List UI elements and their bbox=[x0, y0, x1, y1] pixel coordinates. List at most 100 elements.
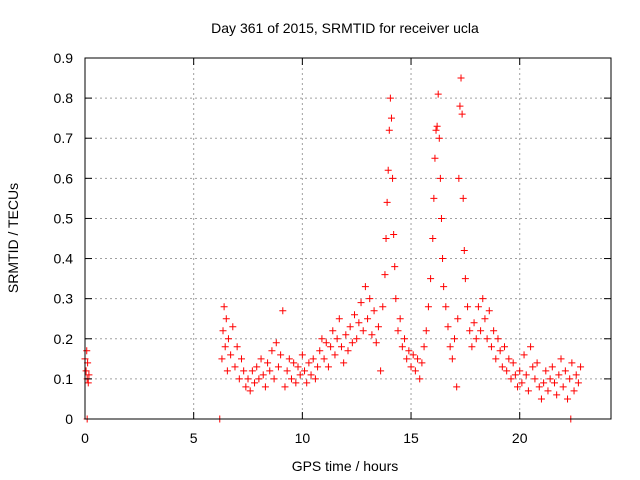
data-point bbox=[281, 383, 289, 391]
data-point bbox=[279, 307, 287, 315]
data-point bbox=[440, 283, 448, 291]
x-tick-label: 15 bbox=[403, 430, 419, 446]
data-point bbox=[331, 351, 339, 359]
data-point bbox=[524, 387, 532, 395]
data-point bbox=[220, 303, 228, 311]
data-point bbox=[385, 126, 393, 134]
data-point bbox=[577, 363, 585, 371]
data-point bbox=[535, 383, 543, 391]
data-point bbox=[364, 315, 372, 323]
data-point bbox=[390, 230, 398, 238]
data-point bbox=[290, 359, 298, 367]
data-point bbox=[461, 275, 469, 283]
data-point bbox=[572, 371, 580, 379]
data-point bbox=[372, 339, 380, 347]
data-point bbox=[422, 327, 430, 335]
data-point bbox=[327, 343, 335, 351]
data-point bbox=[296, 371, 304, 379]
data-point bbox=[409, 351, 417, 359]
data-point bbox=[314, 363, 322, 371]
y-tick-label: 0.5 bbox=[54, 210, 74, 226]
y-tick-label: 0.9 bbox=[54, 50, 74, 66]
data-point bbox=[474, 303, 482, 311]
data-point bbox=[259, 371, 267, 379]
data-point bbox=[568, 359, 576, 367]
data-point bbox=[492, 355, 500, 363]
data-point bbox=[434, 90, 442, 98]
data-point bbox=[555, 371, 563, 379]
y-axis-label: SRMTID / TECUs bbox=[5, 183, 21, 293]
data-point bbox=[516, 367, 524, 375]
data-point bbox=[229, 323, 237, 331]
data-point bbox=[429, 235, 437, 242]
data-point bbox=[219, 327, 227, 335]
data-point bbox=[550, 379, 558, 387]
data-point bbox=[418, 359, 426, 367]
data-point bbox=[224, 335, 232, 343]
data-point bbox=[420, 343, 428, 351]
data-point bbox=[353, 335, 361, 343]
data-point bbox=[348, 339, 356, 347]
data-point bbox=[514, 383, 522, 391]
data-point bbox=[511, 371, 519, 379]
data-point bbox=[427, 275, 435, 283]
data-point bbox=[455, 174, 463, 182]
data-point bbox=[561, 367, 569, 375]
data-point bbox=[459, 194, 467, 202]
data-point bbox=[439, 255, 447, 263]
data-point bbox=[444, 323, 452, 331]
data-point bbox=[381, 271, 389, 279]
data-point bbox=[498, 363, 506, 371]
data-point bbox=[468, 343, 476, 351]
data-point bbox=[248, 367, 256, 375]
data-point bbox=[261, 383, 269, 391]
data-point bbox=[435, 134, 443, 142]
data-point bbox=[333, 335, 341, 343]
data-point bbox=[301, 367, 309, 375]
data-point bbox=[298, 351, 306, 359]
data-point bbox=[416, 375, 424, 383]
data-point bbox=[490, 327, 498, 335]
data-point bbox=[507, 375, 515, 383]
data-point bbox=[274, 363, 282, 371]
data-point bbox=[329, 327, 337, 335]
data-point bbox=[277, 351, 285, 359]
data-point bbox=[359, 327, 367, 335]
data-point bbox=[431, 154, 439, 162]
data-point bbox=[394, 327, 402, 335]
data-point bbox=[566, 375, 574, 383]
data-point bbox=[407, 363, 415, 371]
data-point bbox=[451, 335, 459, 343]
data-point bbox=[401, 335, 409, 343]
data-point bbox=[305, 359, 313, 367]
data-point bbox=[411, 367, 419, 375]
data-point bbox=[324, 363, 332, 371]
data-point bbox=[374, 323, 382, 331]
data-point bbox=[382, 235, 390, 242]
data-point bbox=[531, 375, 539, 383]
data-point bbox=[432, 126, 440, 134]
data-point bbox=[357, 299, 365, 307]
data-point bbox=[509, 359, 517, 367]
data-point bbox=[442, 303, 450, 311]
y-tick-label: 0 bbox=[65, 411, 73, 427]
plot-frame bbox=[84, 57, 612, 420]
data-point bbox=[377, 367, 385, 375]
data-point bbox=[283, 367, 291, 375]
data-point bbox=[242, 383, 250, 391]
data-point bbox=[335, 315, 343, 323]
data-point bbox=[344, 347, 352, 355]
data-point bbox=[453, 383, 461, 391]
data-point bbox=[237, 355, 245, 363]
data-point bbox=[500, 343, 508, 351]
data-points bbox=[81, 74, 585, 423]
data-point bbox=[436, 174, 444, 182]
data-point bbox=[553, 391, 561, 399]
data-point bbox=[309, 355, 317, 363]
data-point bbox=[520, 351, 528, 359]
data-point bbox=[466, 327, 474, 335]
data-point bbox=[355, 319, 363, 327]
data-point bbox=[233, 343, 241, 351]
data-point bbox=[264, 359, 272, 367]
data-point bbox=[487, 343, 495, 351]
